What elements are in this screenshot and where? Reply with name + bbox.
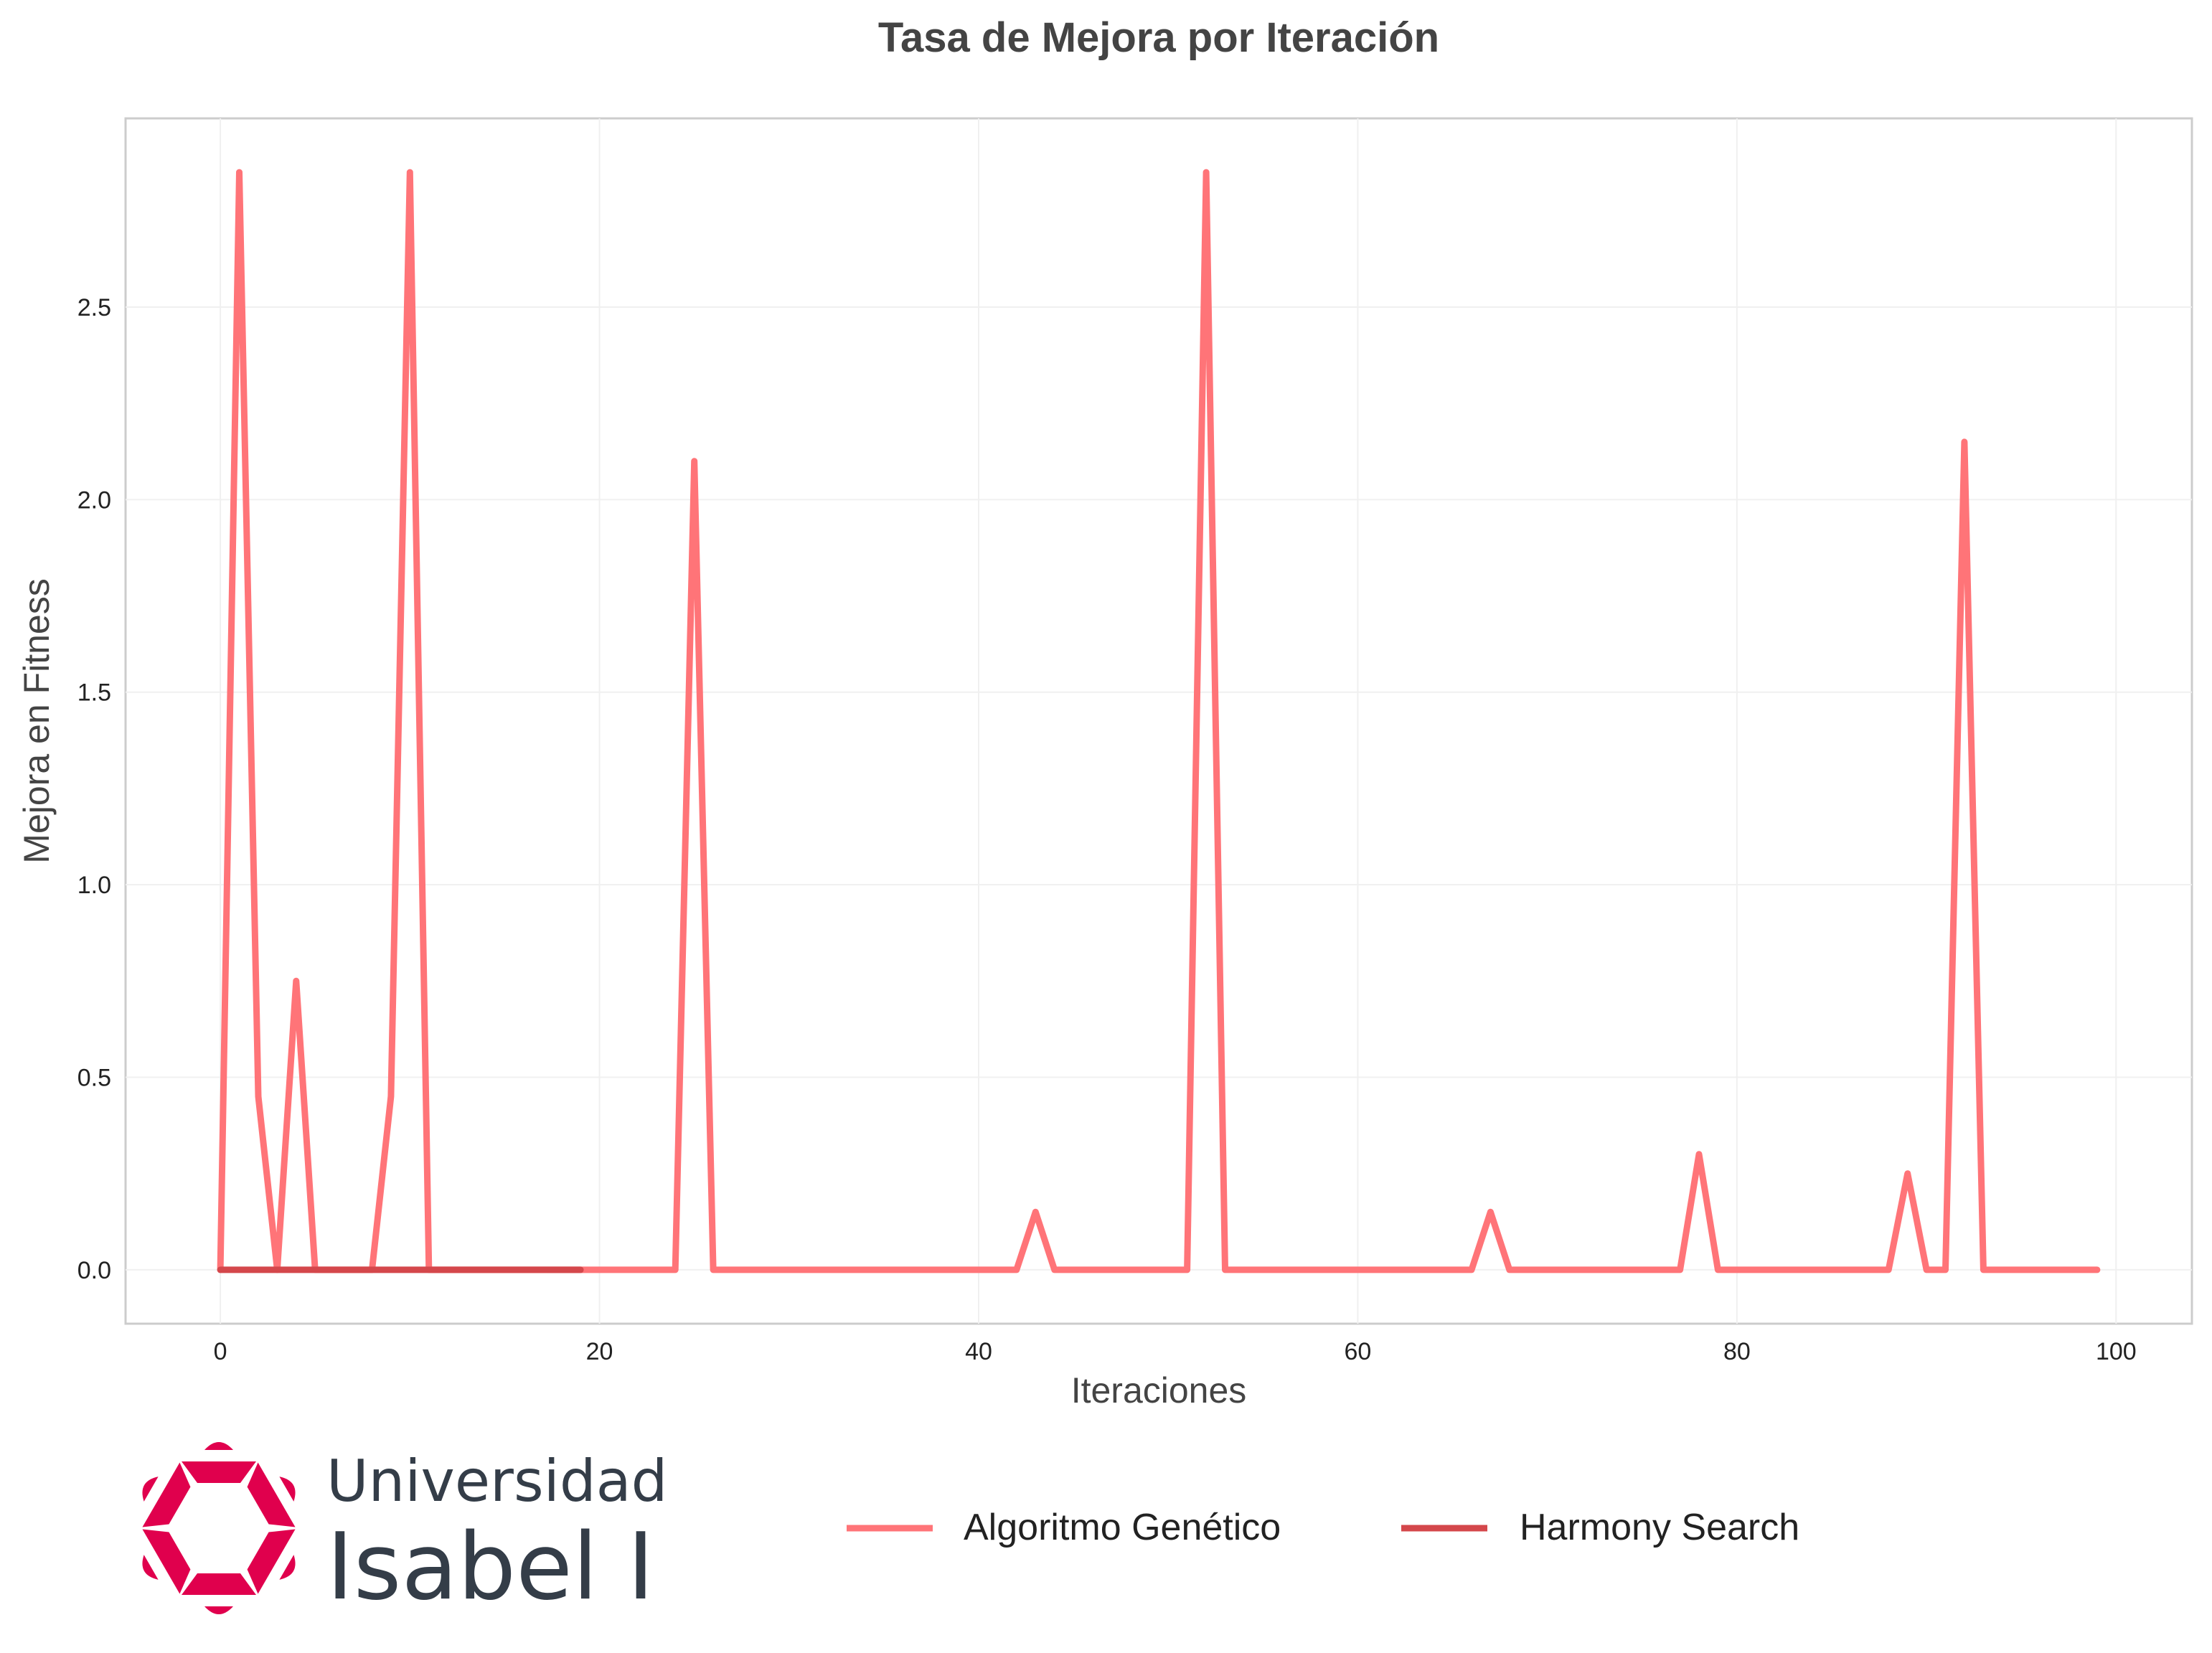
logo-text-line1: Universidad bbox=[326, 1448, 667, 1515]
logo-petal bbox=[182, 1573, 256, 1614]
logo-petal bbox=[142, 1462, 191, 1527]
x-tick-label: 20 bbox=[586, 1338, 613, 1365]
x-tick-label: 100 bbox=[2096, 1338, 2137, 1365]
x-axis-label: Iteraciones bbox=[1071, 1370, 1247, 1411]
y-axis-label: Mejora en Fitness bbox=[17, 578, 57, 863]
logo-petal bbox=[247, 1529, 296, 1594]
logo-petal bbox=[182, 1442, 256, 1483]
logo-star-icon bbox=[142, 1442, 296, 1614]
logo-petal bbox=[247, 1462, 296, 1527]
ticks: 0 20 40 60 80 100 0.0 0.5 1.0 1.5 2.0 2.5 bbox=[77, 294, 2137, 1365]
x-tick-label: 40 bbox=[965, 1338, 992, 1365]
legend-label-algoritmo-genetico: Algoritmo Genético bbox=[964, 1507, 1281, 1548]
plot-area bbox=[124, 117, 2193, 1325]
y-tick-label: 0.0 bbox=[77, 1257, 111, 1284]
y-tick-label: 0.5 bbox=[77, 1064, 111, 1091]
legend: Algoritmo Genético Harmony Search bbox=[847, 1507, 1799, 1548]
logo-petal bbox=[142, 1529, 191, 1594]
x-tick-label: 80 bbox=[1723, 1338, 1751, 1365]
x-tick-label: 60 bbox=[1345, 1338, 1372, 1365]
x-tick-label: 0 bbox=[214, 1338, 227, 1365]
y-tick-label: 1.5 bbox=[77, 679, 111, 707]
y-tick-label: 2.0 bbox=[77, 486, 111, 514]
series-lines bbox=[217, 169, 2101, 1273]
y-tick-label: 1.0 bbox=[77, 872, 111, 899]
logo-text-line2: Isabel I bbox=[326, 1514, 654, 1621]
chart-title: Tasa de Mejora por Iteración bbox=[878, 14, 1439, 61]
y-tick-label: 2.5 bbox=[77, 294, 111, 321]
university-logo: Universidad Isabel I bbox=[142, 1442, 667, 1621]
legend-label-harmony-search: Harmony Search bbox=[1520, 1507, 1799, 1548]
